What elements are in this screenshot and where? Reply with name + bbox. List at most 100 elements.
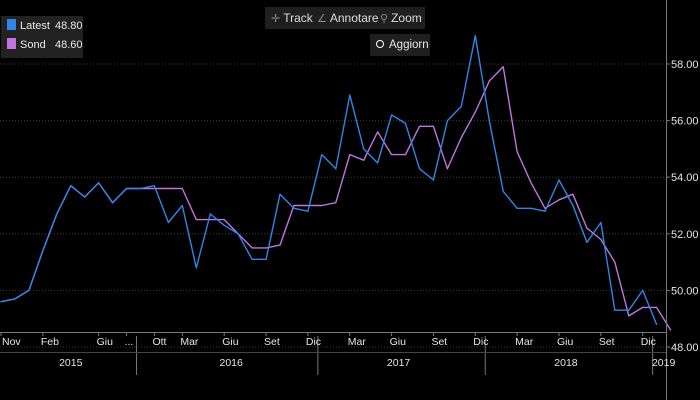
data-point-sond-29	[404, 153, 407, 156]
data-point-latest-40	[558, 179, 560, 181]
data-point-sond-48	[670, 329, 672, 331]
data-point-sond-25	[349, 153, 351, 156]
year-label-2: 2017	[387, 357, 411, 369]
data-point-latest-6	[84, 196, 86, 198]
data-point-latest-12	[167, 221, 169, 224]
legend: Latest 48.80 Sond 48.60	[1, 16, 83, 58]
series-line-latest[interactable]	[0, 35, 658, 325]
data-point-sond-45	[628, 315, 630, 317]
series-layer	[0, 35, 672, 331]
data-point-sond-19	[265, 247, 267, 249]
data-point-latest-23	[321, 153, 323, 156]
data-point-latest-11	[153, 185, 156, 187]
x-axis: Nov Feb Giu... Ott Mar Giu Set Dic Mar Giu Set Dic M…	[0, 332, 675, 369]
data-point-sond-33	[460, 136, 462, 139]
x-tick-label-12: Dic	[473, 336, 488, 348]
legend-item-sond[interactable]: Sond 48.60	[7, 37, 83, 53]
annotate-label: Annotare	[329, 11, 379, 25]
x-tick-label-5: Mar	[180, 336, 199, 348]
data-point-latest-44	[614, 309, 616, 311]
data-point-sond-43	[600, 238, 602, 241]
data-point-latest-29	[404, 122, 407, 125]
x-tick-label-15: Set	[599, 336, 615, 348]
data-point-sond-16	[223, 219, 225, 221]
data-point-latest-4	[56, 213, 58, 215]
x-tick-label-11: Set	[431, 336, 447, 348]
track-button[interactable]: ✛ Track	[271, 7, 313, 29]
data-point-sond-20	[279, 244, 281, 246]
data-point-sond-42	[586, 227, 588, 229]
y-tick-label-2: 52.00	[671, 229, 699, 241]
legend-swatch-sond	[7, 38, 16, 49]
data-point-latest-42	[586, 241, 588, 243]
data-point-latest-18	[251, 258, 253, 260]
data-point-sond-36	[502, 66, 504, 68]
x-tick-label-13: Mar	[515, 336, 534, 348]
legend-item-latest[interactable]: Latest 48.80	[7, 18, 83, 34]
data-point-latest-16	[223, 224, 225, 226]
year-label-1: 2016	[219, 357, 243, 369]
data-point-sond-21	[293, 204, 295, 207]
x-tick-label-7: Set	[264, 336, 280, 348]
data-point-sond-41	[572, 193, 574, 195]
data-point-latest-24	[335, 168, 337, 170]
zoom-button[interactable]: ⚲ Zoom	[380, 7, 422, 29]
data-point-latest-30	[418, 168, 421, 170]
data-point-latest-2	[28, 289, 30, 291]
data-point-latest-28	[391, 114, 393, 116]
data-point-latest-33	[460, 105, 462, 108]
data-point-latest-31	[432, 179, 435, 181]
data-point-latest-45	[628, 309, 630, 311]
data-point-sond-39	[544, 207, 546, 209]
x-tick-label-16: Dic	[641, 336, 656, 348]
data-point-latest-10	[139, 187, 142, 190]
data-point-latest-15	[209, 213, 211, 215]
data-point-sond-28	[391, 153, 393, 156]
data-point-latest-17	[237, 233, 239, 235]
y-tick-label-3: 54.00	[671, 172, 699, 184]
series-sond	[0, 66, 672, 331]
data-point-sond-31	[432, 125, 435, 127]
data-point-sond-15	[209, 219, 211, 221]
data-point-sond-22	[307, 204, 309, 207]
annotate-button[interactable]: ∠ Annotare	[317, 7, 379, 29]
data-point-latest-3	[42, 250, 44, 252]
data-point-sond-40	[558, 199, 560, 201]
data-point-latest-21	[293, 207, 295, 209]
year-label-0: 2015	[59, 357, 83, 369]
data-point-latest-35	[488, 120, 490, 122]
data-point-latest-0	[0, 301, 2, 303]
data-point-sond-23	[321, 204, 323, 207]
pencil-icon: ∠	[317, 13, 327, 25]
x-tick-label-4: Ott	[152, 336, 166, 348]
x-tick-label-6: Giu	[222, 336, 239, 348]
data-point-latest-38	[530, 207, 532, 209]
data-point-latest-26	[363, 148, 365, 150]
data-point-sond-27	[377, 131, 379, 133]
x-tick-label-2: Giu	[97, 336, 114, 348]
data-point-sond-12	[167, 187, 169, 190]
data-point-sond-26	[363, 159, 365, 161]
x-tick-label-3: ...	[125, 336, 134, 348]
zoom-label: Zoom	[391, 11, 422, 25]
x-tick-label-14: Giu	[557, 336, 574, 348]
data-point-latest-36	[502, 190, 504, 192]
data-point-latest-1	[14, 298, 16, 300]
x-tick-label-9: Mar	[348, 336, 367, 348]
data-point-sond-44	[614, 261, 616, 263]
x-tick-label-10: Giu	[390, 336, 407, 348]
data-point-latest-8	[112, 202, 114, 204]
data-point-latest-47	[656, 323, 658, 325]
data-point-latest-22	[307, 210, 309, 212]
year-label-4: 2019	[652, 357, 676, 369]
data-point-latest-25	[349, 94, 351, 96]
data-point-latest-32	[446, 120, 448, 122]
data-point-sond-35	[488, 80, 490, 82]
magnifier-icon: ⚲	[380, 13, 389, 25]
refresh-button[interactable]: Aggiorn	[370, 34, 430, 56]
chart-toolbar: ✛ Track ∠ Annotare ⚲ Zoom	[265, 7, 425, 29]
x-tick-label-1: Feb	[41, 336, 59, 348]
legend-swatch-latest	[7, 19, 16, 30]
data-point-latest-27	[377, 162, 379, 164]
